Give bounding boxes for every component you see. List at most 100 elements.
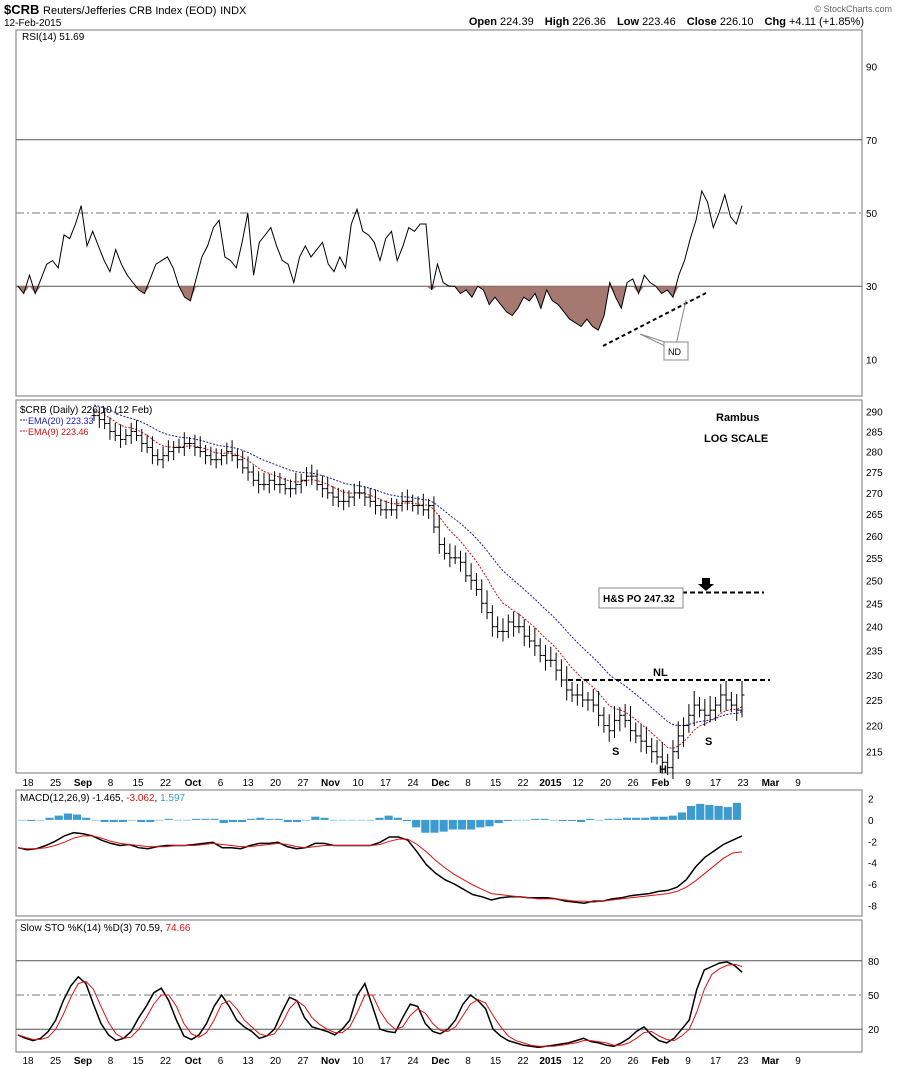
macd-hist-bar — [595, 819, 604, 821]
price-bar — [96, 407, 102, 428]
price-legend: $CRB (Daily) 226.10 (12 Feb) — [20, 405, 152, 416]
left-shoulder-label: S — [612, 746, 619, 758]
macd-hist-bar — [292, 819, 302, 823]
price-bar — [335, 487, 341, 508]
price-bar — [203, 445, 209, 465]
price-bar — [638, 724, 644, 753]
macd-hist-bar — [347, 819, 357, 821]
macd-hist-bar — [91, 819, 100, 821]
rsi-tick-label: 30 — [866, 282, 878, 293]
price-tick-label: 275 — [866, 468, 883, 479]
x-axis-label: 15 — [490, 778, 502, 789]
price-bar — [617, 707, 623, 732]
price-bar — [601, 707, 607, 733]
price-tick-label: 230 — [866, 671, 883, 682]
x-axis-label: Dec — [431, 1056, 450, 1067]
price-tick-label: 250 — [866, 576, 883, 587]
price-bar — [511, 611, 517, 637]
macd-hist-bar — [586, 818, 595, 820]
macd-hist-bar — [650, 816, 659, 820]
price-bar — [341, 489, 347, 511]
macd-hist-bar — [485, 819, 494, 827]
ema9-line — [93, 410, 743, 749]
price-bar — [234, 449, 240, 469]
down-arrow-icon — [698, 578, 714, 591]
price-tick-label: 285 — [866, 427, 883, 438]
price-bar — [107, 417, 113, 440]
price-bar — [564, 666, 570, 701]
x-axis-label: 6 — [218, 1056, 224, 1067]
x-axis-label: 22 — [517, 778, 529, 789]
x-axis-label: 15 — [490, 1056, 502, 1067]
x-axis-label: 22 — [160, 1056, 172, 1067]
x-axis-label: 9 — [685, 778, 691, 789]
macd-hist-bar — [375, 817, 384, 820]
x-axis-label: 15 — [132, 778, 144, 789]
price-bar — [596, 690, 602, 727]
x-axis-label: Nov — [321, 778, 340, 789]
macd-hist-bar — [210, 818, 219, 820]
price-bar — [734, 693, 740, 721]
price-bar — [649, 738, 655, 763]
price-bar — [516, 613, 522, 634]
price-bar — [357, 481, 363, 499]
macd-hist-bar — [109, 819, 118, 823]
price-bar — [303, 467, 309, 487]
chart-date: 12-Feb-2015 — [4, 18, 62, 29]
price-tick-label: 260 — [866, 532, 883, 543]
price-bar — [282, 477, 288, 495]
x-axis-label: Oct — [185, 778, 202, 789]
macd-hist-bar — [705, 804, 714, 820]
macd-hist-bar — [632, 817, 641, 820]
price-bar — [712, 696, 718, 721]
macd-signal-line — [17, 835, 743, 903]
macd-hist-bar — [384, 815, 393, 820]
price-bar — [420, 493, 426, 516]
macd-hist-bar — [173, 819, 182, 821]
price-tick-label: 245 — [866, 599, 883, 610]
ema20-line — [93, 404, 743, 727]
x-axis-label: 15 — [132, 1056, 144, 1067]
macd-hist-bar — [146, 819, 155, 823]
macd-hist-bar — [338, 819, 347, 821]
x-axis-label: 20 — [600, 1056, 612, 1067]
macd-hist-bar — [72, 814, 82, 820]
macd-hist-bar — [36, 819, 45, 821]
x-axis-label: 23 — [737, 778, 749, 789]
macd-hist-bar — [577, 819, 586, 823]
price-bar — [123, 429, 129, 446]
x-axis-label: 17 — [710, 1056, 722, 1067]
rsi-tick-label: 10 — [866, 355, 878, 366]
quote-bar: Open 224.39 High 226.36 Low 223.46 Close… — [468, 16, 864, 28]
price-bar — [643, 726, 649, 754]
macd-hist-bar — [558, 819, 567, 821]
price-bar — [553, 652, 559, 681]
x-axis-label: 20 — [270, 1056, 282, 1067]
x-axis-label: 27 — [297, 778, 309, 789]
price-bar — [229, 440, 235, 462]
macd-hist-bar — [421, 819, 430, 833]
sto-tick-label: 50 — [868, 991, 880, 1002]
macd-hist-bar — [219, 819, 228, 824]
macd-hist-bar — [622, 817, 632, 820]
x-axis-label: 22 — [517, 1056, 529, 1067]
nd-trendline — [602, 292, 707, 347]
price-bar — [404, 489, 410, 511]
rsi-line — [17, 189, 743, 331]
nd-label: ND — [668, 347, 681, 357]
macd-hist-bar — [237, 819, 247, 823]
price-bar — [436, 514, 442, 554]
price-bar — [500, 618, 506, 642]
macd-hist-bar — [274, 818, 283, 820]
price-bar — [569, 681, 575, 703]
watermark: © StockCharts.com — [814, 4, 892, 14]
macd-hist-bar — [549, 819, 558, 821]
price-bar — [463, 552, 469, 583]
price-bar — [128, 422, 134, 444]
symbol-title: $CRB Reuters/Jefferies CRB Index (EOD) I… — [4, 2, 247, 17]
macd-tick-label: -4 — [868, 859, 877, 870]
price-bar — [718, 683, 724, 713]
x-axis-label: Mar — [762, 1056, 780, 1067]
price-tick-label: 220 — [866, 722, 883, 733]
price-bar — [739, 680, 745, 718]
